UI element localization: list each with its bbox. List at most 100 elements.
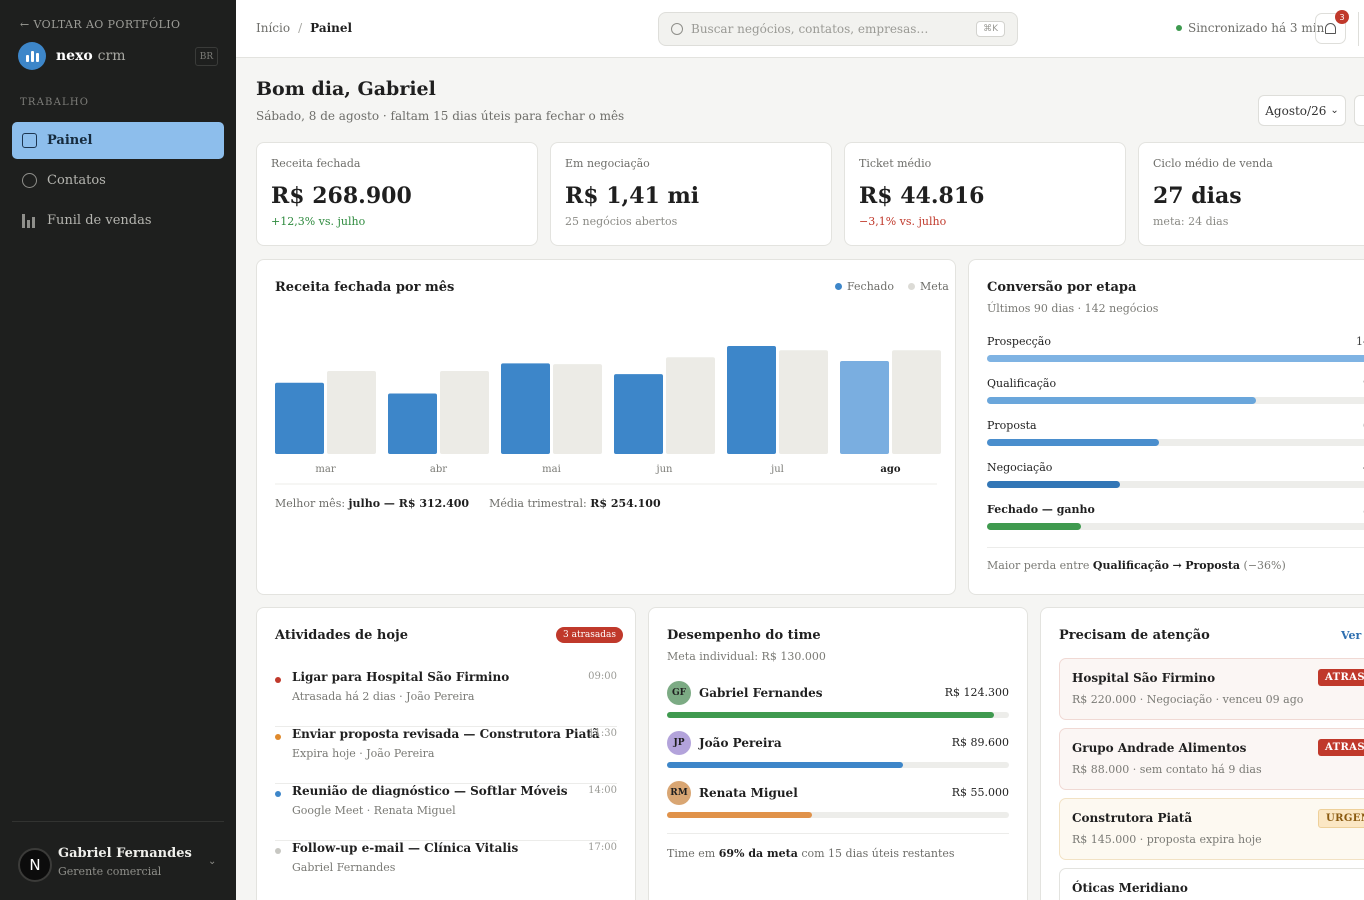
revenue-bar-chart: mar abr mai jun jul ago xyxy=(275,346,941,485)
revenue-chart-card: Receita fechada por mês Fechado Meta mar… xyxy=(256,259,956,595)
attention-item[interactable]: Grupo Andrade Alimentos R$ 88.000 · sem c… xyxy=(1059,728,1364,790)
user-role: Gerente comercial xyxy=(58,865,162,878)
sidebar-item-label: Funil de vendas xyxy=(47,213,152,228)
avatar: N xyxy=(18,848,52,882)
funnel-stage-track xyxy=(987,481,1364,488)
user-menu[interactable]: N Gabriel Fernandes Gerente comercial ⌄ xyxy=(12,821,224,900)
search-icon xyxy=(671,23,683,35)
sidebar-item-label: Painel xyxy=(47,133,93,148)
card-title: Atividades de hoje xyxy=(275,628,408,643)
bar-target-jun[interactable] xyxy=(666,357,715,454)
activity-title: Ligar para Hospital São Firmino xyxy=(292,670,510,684)
attention-item[interactable]: Construtora Piatã R$ 145.000 · proposta e… xyxy=(1059,798,1364,860)
kpi-delta: −3,1% vs. julho xyxy=(859,215,947,228)
status-dot-icon xyxy=(275,791,281,797)
funnel-stage[interactable]: Fechado — ganho34 xyxy=(987,503,1364,530)
back-to-portfolio-link[interactable]: ← VOLTAR AO PORTFÓLIO xyxy=(20,18,181,31)
bar-closed-jul[interactable] xyxy=(727,346,776,454)
activity-time: 14:00 xyxy=(588,785,617,796)
funnel-stage[interactable]: Prospecção 142 xyxy=(987,335,1364,362)
attention-item-name: Construtora Piatã xyxy=(1072,811,1193,825)
funnel-stage[interactable]: Negociação48 xyxy=(987,461,1364,488)
sidebar-item-contatos[interactable]: Contatos xyxy=(12,162,224,199)
breadcrumb-current: Painel xyxy=(310,21,353,35)
funnel-stage-label: Qualificação xyxy=(987,377,1057,390)
see-all-link[interactable]: Ver todos xyxy=(1341,629,1364,642)
notifications-button[interactable]: 3 xyxy=(1315,10,1349,44)
funnel-stage-fill xyxy=(987,439,1159,446)
search-box[interactable]: ⌘K xyxy=(658,12,1018,46)
bar-closed-jun[interactable] xyxy=(614,374,663,454)
search-input[interactable] xyxy=(691,22,961,36)
sidebar-item-funil[interactable]: Funil de vendas xyxy=(12,202,224,239)
card-title: Receita fechada por mês xyxy=(275,280,455,295)
card-title: Precisam de atenção xyxy=(1059,628,1210,643)
activity-meta: Gabriel Fernandes xyxy=(292,861,396,874)
page-subtitle: Sábado, 8 de agosto · faltam 15 dias úte… xyxy=(256,109,625,123)
status-badge: URGENTE xyxy=(1318,809,1364,828)
attention-item-name: Hospital São Firmino xyxy=(1072,671,1216,685)
bar-target-mar[interactable] xyxy=(327,371,376,454)
list-item[interactable]: Ligar para Hospital São Firmino Atrasada … xyxy=(275,670,617,727)
kpi-label: Em negociação xyxy=(565,157,650,170)
sidebar-item-label: Contatos xyxy=(47,173,106,188)
funnel-stage[interactable]: Qualificação98 xyxy=(987,377,1364,404)
funnel-stage-track xyxy=(987,355,1364,362)
attention-item[interactable]: Óticas Meridiano xyxy=(1059,868,1364,900)
card-subtitle: Meta individual: R$ 130.000 xyxy=(667,650,826,663)
brand[interactable]: nexo crm xyxy=(18,42,125,70)
kpi-card-pipeline: Em negociação R$ 1,41 mi 25 negócios abe… xyxy=(550,142,832,246)
locale-badge[interactable]: BR xyxy=(195,47,218,66)
team-member[interactable]: RM Renata Miguel R$ 55.000 xyxy=(667,781,1009,821)
funnel-stage-track xyxy=(987,523,1364,530)
overdue-badge: 3 atrasadas xyxy=(556,627,623,643)
avatar: GF xyxy=(667,681,691,705)
sync-status: Sincronizado há 3 min xyxy=(1176,21,1324,35)
member-progress-fill xyxy=(667,812,812,818)
bar-target-abr[interactable] xyxy=(440,371,489,454)
bar-closed-mai[interactable] xyxy=(501,363,550,454)
list-item[interactable]: Reunião de diagnóstico — Softlar Móveis G… xyxy=(275,784,617,841)
sidebar: ← VOLTAR AO PORTFÓLIO nexo crm BR TRABAL… xyxy=(0,0,236,900)
bar-closed-abr[interactable] xyxy=(388,393,437,454)
team-member[interactable]: JP João Pereira R$ 89.600 xyxy=(667,731,1009,771)
avatar: RM xyxy=(667,781,691,805)
activity-time: 11:30 xyxy=(588,728,617,739)
funnel-stage[interactable]: Proposta63 xyxy=(987,419,1364,446)
list-item[interactable]: Follow-up e-mail — Clínica Vitalis Gabrie… xyxy=(275,841,617,898)
kpi-card-revenue: Receita fechada R$ 268.900 +12,3% vs. ju… xyxy=(256,142,538,246)
bar-target-jul[interactable] xyxy=(779,350,828,454)
kpi-delta: 25 negócios abertos xyxy=(565,215,678,228)
member-name: João Pereira xyxy=(699,736,782,750)
bar-closed-ago[interactable] xyxy=(840,361,889,454)
kpi-card-ticket: Ticket médio R$ 44.816 −3,1% vs. julho xyxy=(844,142,1126,246)
status-dot-icon xyxy=(275,848,281,854)
member-progress-fill xyxy=(667,712,994,718)
legend-closed: Fechado xyxy=(835,280,894,293)
activity-title: Follow-up e-mail — Clínica Vitalis xyxy=(292,841,519,855)
attention-item[interactable]: Hospital São Firmino R$ 220.000 · Negocia… xyxy=(1059,658,1364,720)
attention-card: Precisam de atenção Ver todos Hospital S… xyxy=(1040,607,1364,900)
secondary-action-button[interactable] xyxy=(1354,95,1364,126)
breadcrumb-home[interactable]: Início xyxy=(256,21,291,35)
funnel-note: Maior perda entre Qualificação → Propost… xyxy=(987,559,1286,572)
list-item[interactable]: Enviar proposta revisada — Construtora P… xyxy=(275,727,617,784)
quarter-average: Média trimestral: R$ 254.100 xyxy=(489,497,661,510)
member-name: Gabriel Fernandes xyxy=(699,686,823,700)
period-select[interactable]: Agosto/26 ⌄ xyxy=(1258,95,1346,126)
bar-closed-mar[interactable] xyxy=(275,382,324,454)
attention-item-meta: R$ 145.000 · proposta expira hoje xyxy=(1072,833,1262,846)
activity-title: Enviar proposta revisada — Construtora P… xyxy=(292,727,600,741)
team-member[interactable]: GF Gabriel Fernandes R$ 124.300 xyxy=(667,681,1009,721)
team-card: Desempenho do time Meta individual: R$ 1… xyxy=(648,607,1028,900)
kpi-value: R$ 44.816 xyxy=(859,183,985,209)
bar-target-ago[interactable] xyxy=(892,350,941,454)
bar-target-mai[interactable] xyxy=(553,364,602,454)
sidebar-item-painel[interactable]: Painel xyxy=(12,122,224,159)
divider xyxy=(667,833,1009,834)
activities-card: Atividades de hoje 3 atrasadas Ligar par… xyxy=(256,607,636,900)
funnel-stage-fill xyxy=(987,397,1257,404)
breadcrumb: Início / Painel xyxy=(256,21,352,35)
chart-footer: Melhor mês: julho — R$ 312.400 Média tri… xyxy=(275,497,661,510)
best-month: Melhor mês: julho — R$ 312.400 xyxy=(275,497,470,510)
